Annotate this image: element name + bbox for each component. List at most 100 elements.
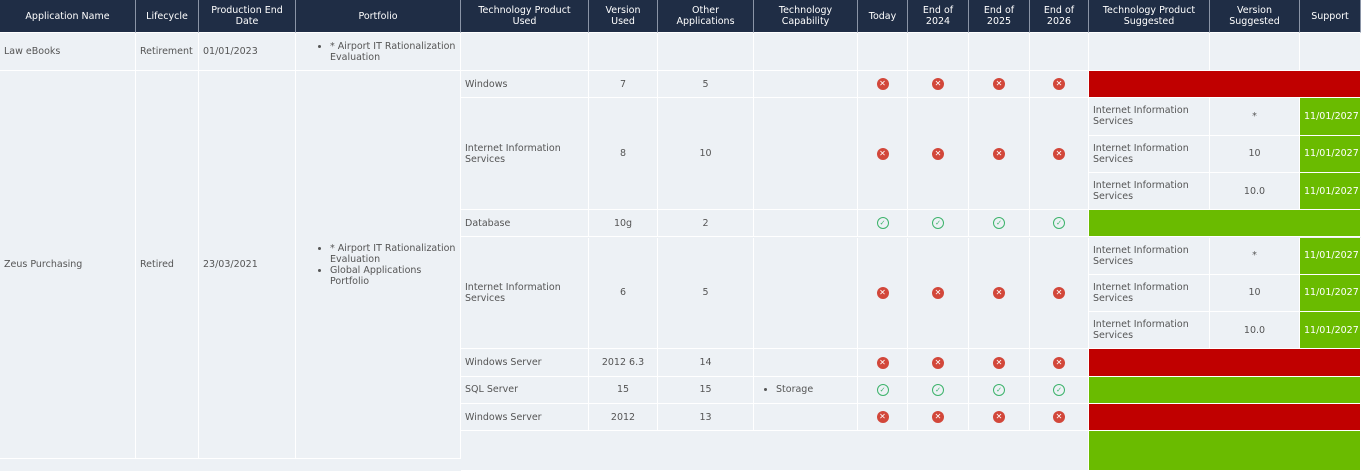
support-status-bar — [1089, 376, 1361, 404]
status-cell: ✕ — [858, 98, 908, 211]
version-used: 2012 6.3 — [589, 349, 658, 377]
support-status-bar — [1089, 404, 1361, 432]
technology-product[interactable]: SQL Server — [461, 376, 589, 404]
fail-icon: ✕ — [1053, 356, 1065, 369]
fail-icon: ✕ — [1053, 286, 1065, 299]
other-applications: 13 — [658, 404, 754, 432]
technology-product[interactable]: Internet Information Services — [461, 98, 589, 211]
suggested-product[interactable]: Internet Information Services — [1089, 237, 1210, 275]
status-cell: ✕ — [858, 404, 908, 432]
list-item: * Airport IT Rationalization Evaluation — [330, 243, 456, 265]
lifecycle: Retired — [136, 71, 199, 459]
technology-product[interactable]: Database — [461, 210, 589, 238]
column-header[interactable]: Lifecycle — [136, 0, 199, 33]
other-applications: 10 — [658, 98, 754, 211]
version-used: 6 — [589, 237, 658, 350]
column-header[interactable]: Version Suggested — [1210, 0, 1300, 33]
technology-capability — [754, 71, 858, 99]
production-end-date: 01/01/2023 — [199, 33, 296, 71]
suggested-product[interactable]: Internet Information Services — [1089, 98, 1210, 136]
check-icon: ✓ — [1053, 217, 1065, 230]
fail-icon: ✕ — [993, 286, 1005, 299]
list-item: Storage — [776, 384, 813, 395]
empty-cell — [461, 33, 589, 71]
status-cell: ✕ — [969, 404, 1030, 432]
technology-capability — [754, 210, 858, 238]
fail-icon: ✕ — [876, 78, 889, 91]
other-applications: 5 — [658, 71, 754, 99]
technology-product[interactable]: Internet Information Services — [461, 237, 589, 350]
column-header[interactable]: End of 2026 — [1030, 0, 1089, 33]
technology-product[interactable]: Windows Server — [461, 404, 589, 432]
suggested-product[interactable]: Internet Information Services — [1089, 274, 1210, 313]
fail-icon: ✕ — [932, 411, 944, 424]
column-header[interactable]: Other Applications — [658, 0, 754, 33]
fail-icon: ✕ — [932, 286, 944, 299]
column-header[interactable]: End of 2025 — [969, 0, 1030, 33]
version-used: 7 — [589, 71, 658, 99]
other-applications: 15 — [658, 376, 754, 404]
check-icon: ✓ — [932, 383, 944, 396]
empty-cell — [1089, 33, 1210, 71]
column-header[interactable]: Production End Date — [199, 0, 296, 33]
status-cell: ✕ — [969, 71, 1030, 99]
support-status-bar — [1089, 71, 1361, 99]
version-suggested: 10 — [1210, 274, 1300, 313]
application-name[interactable]: Zeus Purchasing — [0, 71, 136, 459]
technology-product[interactable]: Windows Server — [461, 349, 589, 377]
check-icon: ✓ — [993, 217, 1005, 230]
lifecycle: Retirement — [136, 33, 199, 71]
technology-capability — [754, 349, 858, 377]
portfolio: * Airport IT Rationalization EvaluationG… — [296, 71, 461, 459]
application-name[interactable]: Law eBooks — [0, 33, 136, 71]
fail-icon: ✕ — [1053, 411, 1065, 424]
suggested-product[interactable]: Internet Information Services — [1089, 172, 1210, 211]
suggested-product[interactable]: Internet Information Services — [1089, 312, 1210, 350]
empty-cell — [1300, 33, 1361, 71]
column-header[interactable]: Portfolio — [296, 0, 461, 33]
column-header[interactable]: Support — [1300, 0, 1361, 33]
status-cell: ✕ — [1030, 404, 1089, 432]
status-cell: ✕ — [908, 349, 969, 377]
list-item: Global Applications Portfolio — [330, 265, 456, 287]
fail-icon: ✕ — [993, 411, 1005, 424]
column-header[interactable]: Version Used — [589, 0, 658, 33]
column-header[interactable]: Technology Capability — [754, 0, 858, 33]
version-used: 10g — [589, 210, 658, 238]
status-cell: ✓ — [858, 210, 908, 238]
status-cell: ✕ — [1030, 237, 1089, 350]
support-date: 11/01/2027 — [1300, 98, 1361, 136]
suggested-product[interactable]: Internet Information Services — [1089, 135, 1210, 173]
status-cell: ✕ — [908, 404, 969, 432]
fail-icon: ✕ — [876, 147, 889, 160]
status-cell: ✕ — [858, 349, 908, 377]
support-date: 11/01/2027 — [1300, 237, 1361, 275]
status-cell: ✕ — [969, 98, 1030, 211]
status-cell: ✕ — [908, 98, 969, 211]
status-cell: ✕ — [1030, 98, 1089, 211]
column-header[interactable]: Application Name — [0, 0, 136, 33]
fail-icon: ✕ — [993, 147, 1005, 160]
column-header[interactable]: Technology Product Suggested — [1089, 0, 1210, 33]
support-date: 11/01/2027 — [1300, 135, 1361, 173]
technology-product[interactable]: Windows — [461, 71, 589, 99]
fail-icon: ✕ — [932, 356, 944, 369]
check-icon: ✓ — [876, 383, 889, 396]
column-header[interactable]: End of 2024 — [908, 0, 969, 33]
check-icon: ✓ — [932, 217, 944, 230]
technology-capability — [754, 98, 858, 211]
fail-icon: ✕ — [932, 78, 944, 91]
status-cell: ✓ — [1030, 210, 1089, 238]
bullet-list: Storage — [758, 384, 813, 395]
empty-cell — [969, 33, 1030, 71]
column-header[interactable]: Today — [858, 0, 908, 33]
column-header[interactable]: Technology Product Used — [461, 0, 589, 33]
fail-icon: ✕ — [876, 411, 889, 424]
other-applications: 2 — [658, 210, 754, 238]
technology-capability — [754, 404, 858, 432]
bullet-list: * Airport IT Rationalization EvaluationG… — [300, 243, 456, 287]
status-cell: ✓ — [908, 376, 969, 404]
fail-icon: ✕ — [993, 78, 1005, 91]
empty-cell — [461, 431, 1089, 471]
status-cell: ✕ — [908, 237, 969, 350]
